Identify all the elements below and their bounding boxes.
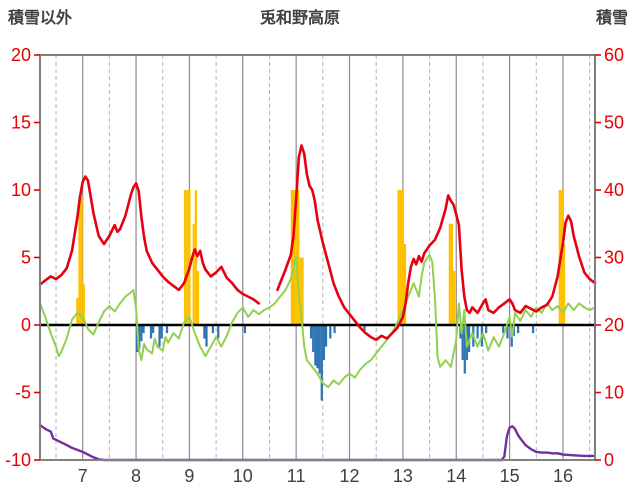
blue-bars-bar (243, 325, 247, 334)
left-axis-title: 積雪以外 (8, 10, 73, 27)
blue-bars-bar (329, 325, 332, 339)
blue-bars-bar (531, 325, 535, 334)
green-line (39, 253, 596, 389)
orange-bars-bar (188, 190, 191, 325)
orange-bars-bar (299, 257, 302, 325)
orange-bars-bar (562, 244, 566, 325)
blue-bars-bar (517, 325, 520, 334)
orange-bars-bar (403, 244, 407, 325)
orange-bars-bar (184, 190, 187, 325)
orange-bars-bar (452, 271, 456, 325)
left-tick-label: 5 (21, 248, 31, 268)
right-tick-label: 60 (604, 45, 624, 65)
blue-bars-bar (217, 325, 220, 339)
red-line (38, 144, 597, 342)
purple-line (38, 423, 597, 462)
blue-bars-bar (205, 325, 208, 347)
x-tick-label: 8 (131, 466, 141, 486)
left-tick-label: 20 (11, 45, 31, 65)
blue-bars-bar (158, 325, 161, 347)
blue-bars-bar (149, 325, 153, 339)
orange-bars-bar (301, 257, 304, 325)
left-tick-label: 15 (11, 113, 31, 133)
orange-bars-bar (78, 196, 81, 325)
blue-bars-bar (363, 325, 366, 334)
x-tick-label: 11 (287, 466, 306, 486)
right-tick-label: 50 (604, 113, 624, 133)
x-tick-label: 16 (553, 466, 573, 486)
blue-bars-bar (506, 325, 509, 339)
right-tick-label: 40 (604, 180, 624, 200)
x-tick-label: 14 (446, 466, 466, 486)
blue-bars-bar (203, 325, 206, 339)
right-tick-label: 20 (604, 315, 624, 335)
x-tick-label: 13 (393, 466, 413, 486)
blue-bars-bar (160, 325, 163, 339)
blue-bars-bar (211, 325, 215, 334)
orange-bars-bar (186, 190, 189, 325)
orange-bars-bar (292, 190, 296, 325)
orange-bars-bar (194, 190, 197, 325)
blue-bars-bar (140, 325, 143, 342)
right-axis-title: 積雪 (595, 10, 628, 27)
chart-title: 兎和野高原 (259, 10, 340, 27)
orange-bars-bar (196, 271, 200, 325)
blue-bars-bar (320, 325, 323, 401)
blue-bars-bar (324, 325, 328, 347)
x-tick-label: 10 (233, 466, 253, 486)
orange-bars-bar (82, 284, 85, 325)
right-tick-label: 10 (604, 383, 624, 403)
orange-bars-bar (450, 223, 454, 325)
left-tick-label: 10 (11, 180, 31, 200)
x-tick-label: 7 (78, 466, 88, 486)
left-tick-label: -10 (5, 450, 31, 470)
blue-bars-bar (476, 325, 479, 339)
left-tick-label: 0 (21, 315, 31, 335)
plot-border (39, 54, 596, 461)
blue-bars-bar (461, 325, 464, 361)
orange-bars-bar (397, 190, 400, 325)
orange-bars-bar (290, 190, 294, 325)
blue-bars-bar (318, 325, 321, 374)
orange-bars-bar (448, 223, 451, 325)
blue-bars-bar (502, 325, 505, 334)
blue-bars-bar (322, 325, 326, 361)
orange-bars-bar (399, 190, 402, 325)
blue-bars-bar (309, 325, 313, 339)
left-tick-label: -5 (15, 383, 31, 403)
right-tick-label: 30 (604, 248, 624, 268)
blue-bars-bar (485, 325, 488, 334)
blue-bars-bar (142, 325, 145, 334)
blue-bars-bar (463, 325, 466, 374)
x-tick-label: 12 (340, 466, 360, 486)
x-tick-label: 15 (500, 466, 520, 486)
blue-bars-bar (467, 325, 471, 352)
orange-bars-bar (192, 223, 195, 325)
blue-bars-bar (316, 325, 319, 369)
blue-bars-bar (312, 325, 315, 352)
orange-bars-bar (297, 190, 300, 325)
blue-bars-bar (165, 325, 169, 334)
orange-bars-bar (80, 196, 83, 325)
blue-bars-bar (152, 325, 155, 334)
blue-bars-bar (138, 325, 141, 350)
blue-bars-bar (333, 325, 336, 334)
x-tick-label: 9 (184, 466, 194, 486)
blue-bars-bar (314, 325, 317, 366)
orange-bars-bar (76, 298, 79, 325)
right-tick-label: 0 (604, 450, 614, 470)
orange-bars-bar (401, 190, 405, 325)
